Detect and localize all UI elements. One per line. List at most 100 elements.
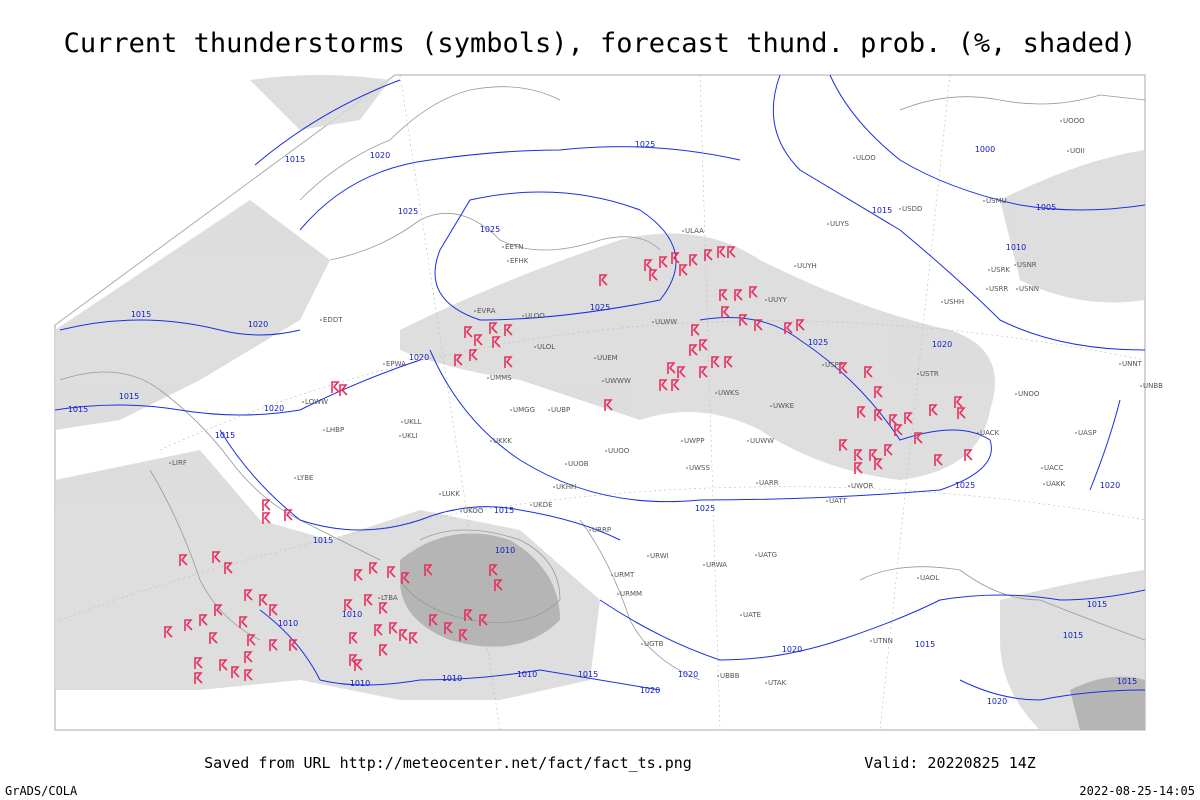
station-dot bbox=[490, 440, 492, 442]
thunderstorm-symbol bbox=[331, 381, 340, 393]
thunderstorm-symbol bbox=[339, 384, 348, 396]
station-dot bbox=[323, 429, 325, 431]
isobar-label: 1010 bbox=[442, 674, 462, 683]
isobar-label: 1015 bbox=[119, 392, 139, 401]
isobar-label: 1020 bbox=[370, 151, 390, 160]
thunderstorm-symbol bbox=[889, 414, 898, 426]
thunderstorm-symbol bbox=[957, 407, 966, 419]
thunderstorm-symbol bbox=[354, 659, 363, 671]
isobars bbox=[54, 74, 1146, 701]
station-label: UUYH bbox=[797, 262, 817, 270]
thunderstorm-symbol bbox=[749, 286, 758, 298]
station-dot bbox=[1016, 288, 1018, 290]
station-dot bbox=[703, 564, 705, 566]
station-dot bbox=[917, 373, 919, 375]
station-dot bbox=[1043, 483, 1045, 485]
thunderstorm-symbol bbox=[671, 252, 680, 264]
station-dot bbox=[717, 675, 719, 677]
station-label: UNOO bbox=[1018, 390, 1040, 398]
isobar-label: 1010 bbox=[1006, 243, 1026, 252]
station-dot bbox=[439, 493, 441, 495]
station-label: UMMS bbox=[490, 374, 512, 382]
thunderstorm-symbol bbox=[964, 449, 973, 461]
isobar-label: 1010 bbox=[350, 679, 370, 688]
station-dot bbox=[853, 157, 855, 159]
station-dot bbox=[715, 392, 717, 394]
station-label: UATE bbox=[743, 611, 761, 619]
station-label: ULAA bbox=[685, 227, 704, 235]
station-label: UOII bbox=[1070, 147, 1085, 155]
thunderstorm-symbol bbox=[504, 324, 513, 336]
isobar-label: 1015 bbox=[1063, 631, 1083, 640]
thunderstorm-symbol bbox=[259, 594, 268, 606]
valid-time: Valid: 20220825 14Z bbox=[864, 754, 1036, 772]
station-dot bbox=[294, 477, 296, 479]
thunderstorm-symbol bbox=[344, 599, 353, 611]
station-label: UNNT bbox=[1122, 360, 1143, 368]
thunderstorm-symbol bbox=[379, 644, 388, 656]
station-dot bbox=[530, 504, 532, 506]
thunderstorm-symbol bbox=[464, 609, 473, 621]
thunderstorm-symbol bbox=[494, 579, 503, 591]
station-label: UUOB bbox=[568, 460, 589, 468]
isobar-label: 1020 bbox=[987, 697, 1007, 706]
station-dot bbox=[1140, 385, 1142, 387]
thunderstorm-symbol bbox=[244, 669, 253, 681]
station-dot bbox=[770, 405, 772, 407]
station-dot bbox=[822, 364, 824, 366]
station-dot bbox=[611, 574, 613, 576]
station-dot bbox=[302, 401, 304, 403]
station-dot bbox=[917, 577, 919, 579]
isobar-label: 1015 bbox=[68, 405, 88, 414]
station-dot bbox=[1075, 432, 1077, 434]
thunderstorm-symbol bbox=[874, 458, 883, 470]
thunderstorm-symbol bbox=[284, 509, 293, 521]
thunderstorm-symbol bbox=[884, 444, 893, 456]
isobar-label: 1025 bbox=[695, 504, 715, 513]
thunderstorm-symbol bbox=[724, 356, 733, 368]
thunderstorm-symbol bbox=[914, 432, 923, 444]
station-label: USDD bbox=[902, 205, 922, 213]
isobar-label: 1015 bbox=[1087, 600, 1107, 609]
thunderstorm-symbol bbox=[954, 396, 963, 408]
station-dot bbox=[870, 640, 872, 642]
thunderstorm-symbol bbox=[874, 386, 883, 398]
thunderstorm-symbol bbox=[711, 356, 720, 368]
station-dot bbox=[605, 450, 607, 452]
station-label: UACC bbox=[1044, 464, 1064, 472]
station-dot bbox=[320, 319, 322, 321]
thunderstorm-symbol bbox=[214, 604, 223, 616]
station-dot bbox=[474, 310, 476, 312]
station-label: USRR bbox=[989, 285, 1008, 293]
station-label: USNR bbox=[1017, 261, 1037, 269]
thunderstorm-symbol bbox=[874, 409, 883, 421]
station-dot bbox=[1014, 264, 1016, 266]
thunderstorm-symbol bbox=[459, 629, 468, 641]
thunderstorm-symbol bbox=[727, 246, 736, 258]
station-label: ULWW bbox=[655, 318, 677, 326]
thunderstorm-symbol bbox=[269, 639, 278, 651]
thunderstorm-symbol bbox=[164, 626, 173, 638]
station-label: UUBP bbox=[551, 406, 570, 414]
station-dot bbox=[986, 288, 988, 290]
thunderstorm-symbol bbox=[194, 657, 203, 669]
thunderstorm-symbol bbox=[387, 566, 396, 578]
station-label: UNBB bbox=[1143, 382, 1163, 390]
station-label: LYBE bbox=[297, 474, 313, 482]
station-dot bbox=[682, 230, 684, 232]
thunderstorm-symbol bbox=[209, 632, 218, 644]
station-label: EDDT bbox=[323, 316, 343, 324]
thunderstorm-symbol bbox=[184, 619, 193, 631]
thunderstorm-symbol bbox=[504, 356, 513, 368]
thunderstorm-symbol bbox=[349, 632, 358, 644]
timestamp: 2022-08-25-14:05 bbox=[1079, 784, 1195, 798]
thunderstorm-symbol bbox=[374, 624, 383, 636]
isobar-label: 1025 bbox=[480, 225, 500, 234]
station-label: UWOR bbox=[851, 482, 874, 490]
coastlines bbox=[59, 86, 1146, 681]
thunderstorm-symbol bbox=[454, 354, 463, 366]
station-dot bbox=[647, 555, 649, 557]
station-dot bbox=[1015, 393, 1017, 395]
map-area: 1015 1020 1025 1000 1005 1015 1010 1025 1025 1015… bbox=[54, 74, 1163, 731]
thunderstorm-symbol bbox=[364, 594, 373, 606]
